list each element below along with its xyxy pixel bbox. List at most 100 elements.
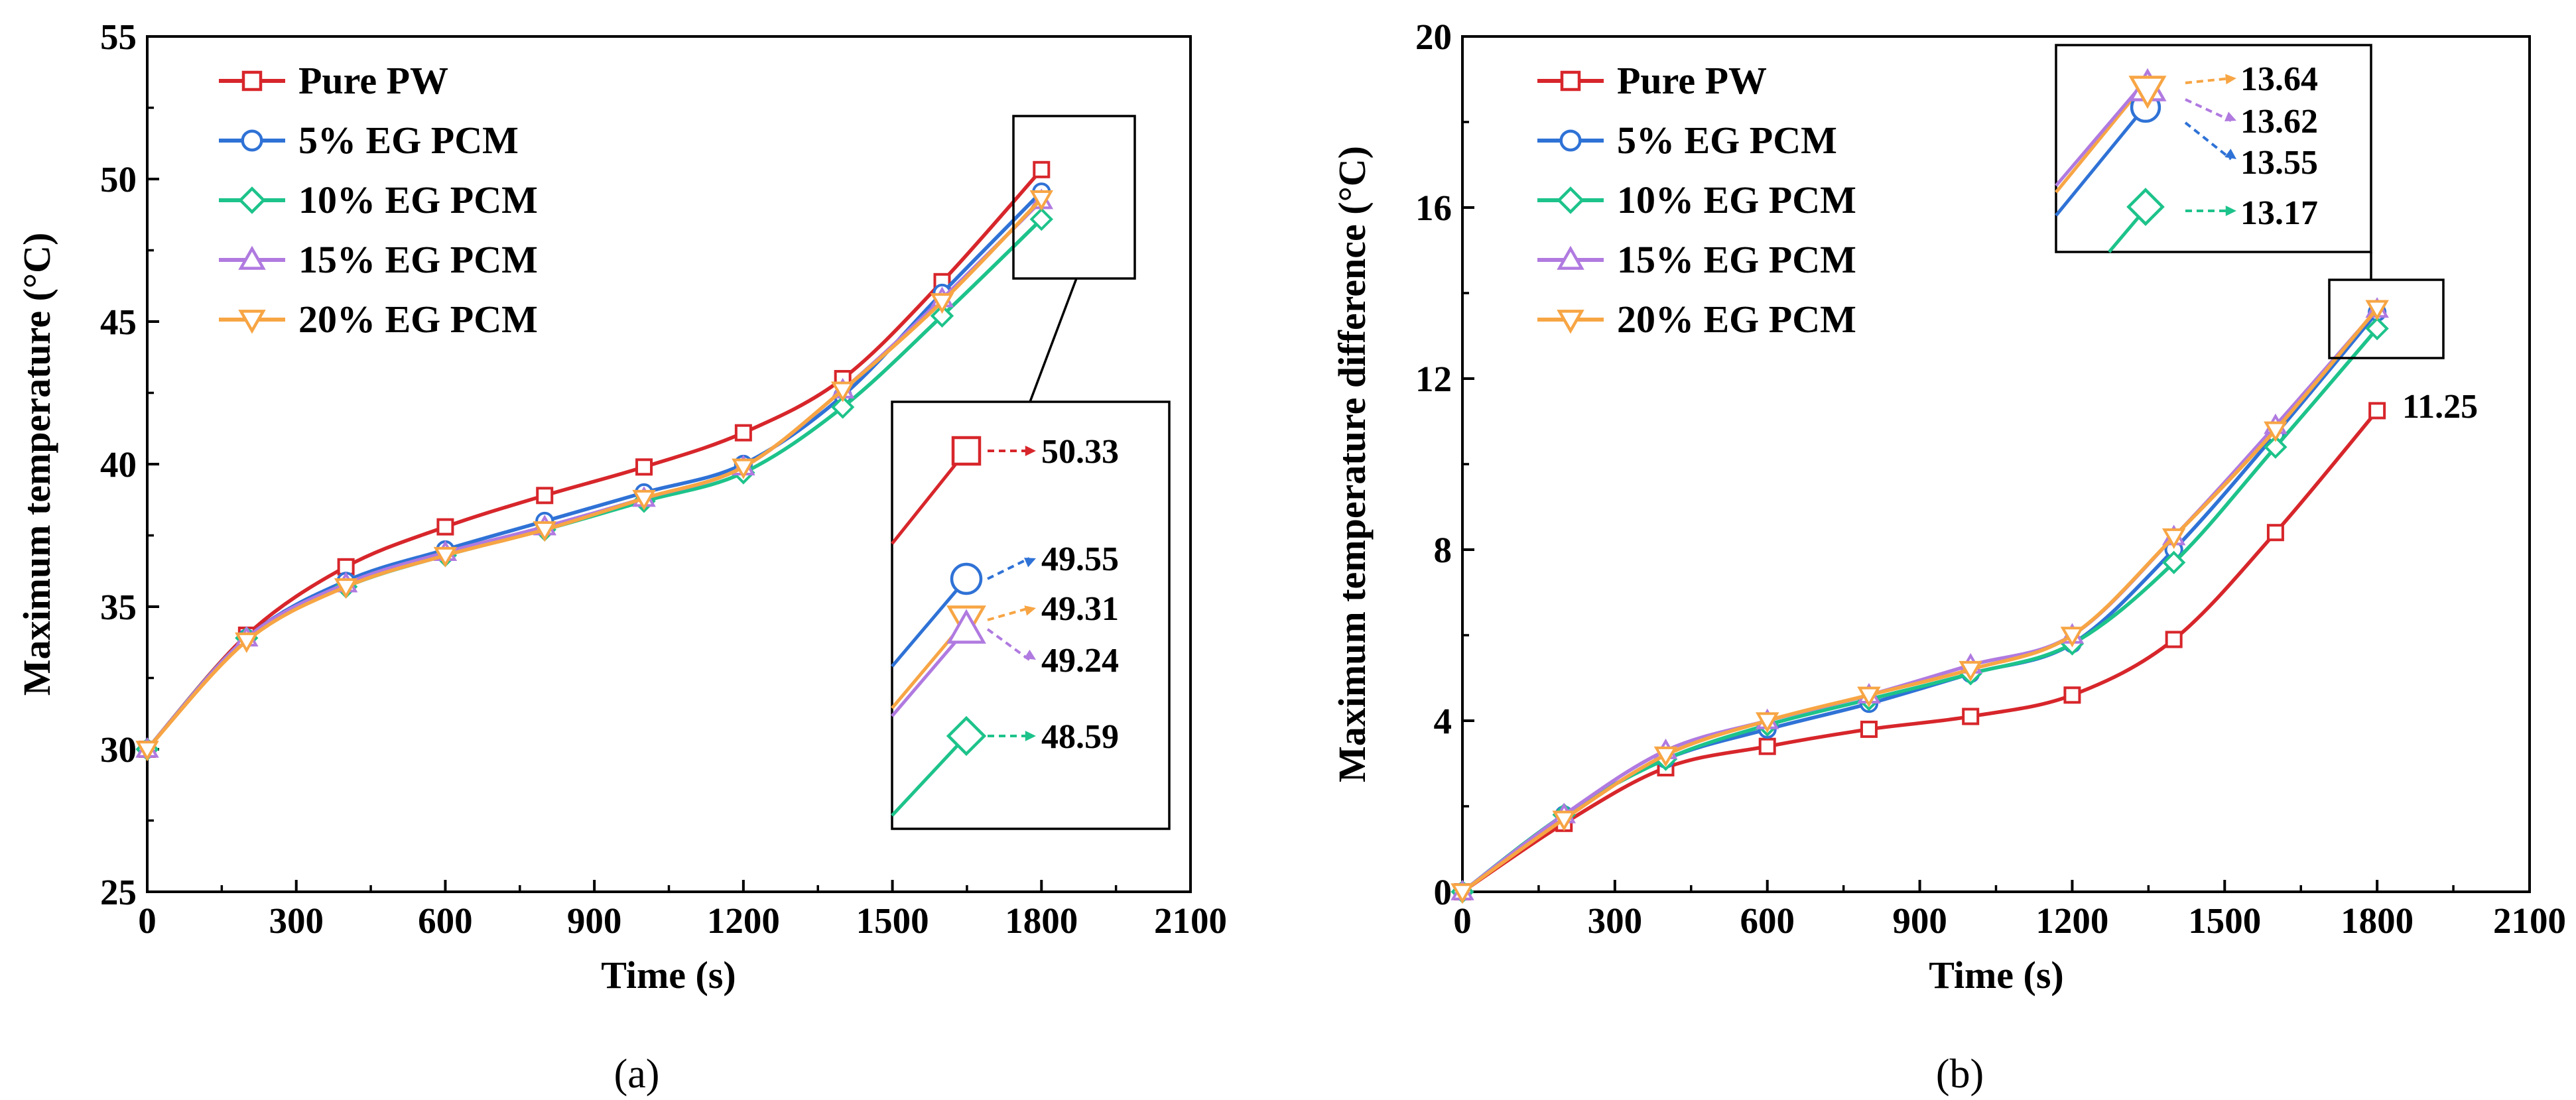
x-tick-label: 1800 — [2341, 900, 2414, 941]
inset-line — [891, 578, 968, 668]
y-axis-title-b: Maximum temperature difference (°C) — [1330, 146, 1374, 782]
y-tick-label: 40 — [100, 444, 137, 485]
x-tick-label: 300 — [269, 900, 324, 941]
legend-label: 15% EG PCM — [1617, 238, 1856, 281]
data-point — [2365, 316, 2389, 341]
legend-label: Pure PW — [298, 59, 448, 102]
x-axis-title-a: Time (s) — [601, 953, 736, 997]
inset-arrow-head — [2225, 74, 2236, 85]
zoom-connector-a — [1029, 278, 1078, 402]
data-point — [2266, 524, 2284, 542]
y-tick-label: 20 — [1415, 17, 1452, 57]
y-tick-label: 25 — [100, 872, 137, 912]
series-line — [145, 197, 1043, 751]
x-tick-label: 0 — [1453, 900, 1472, 941]
inset-marker — [951, 436, 982, 466]
inset-arrow-head — [1024, 605, 1036, 616]
inset-arrow-head — [2224, 149, 2236, 159]
x-tick-label: 2100 — [2493, 900, 2566, 941]
data-point — [1029, 190, 1054, 212]
data-point — [1653, 746, 1678, 767]
data-point — [2264, 421, 2287, 442]
legend-b: Pure PW 5% EG PCM 10% EG PCM 15% EG PCM 20% … — [1537, 59, 1856, 341]
inset-arrow-head — [1024, 649, 1036, 660]
series-line — [1461, 327, 2379, 894]
inset-arrow-head — [1025, 731, 1036, 741]
inset-arrow — [987, 607, 1030, 621]
legend-a: Pure PW 5% EG PCM 10% EG PCM 15% EG PCM 20% … — [219, 59, 538, 341]
data-point — [2365, 300, 2389, 321]
legend-marker — [238, 186, 266, 214]
inset-value-label: 49.55 — [1041, 540, 1119, 578]
y-tick-label: 35 — [100, 587, 137, 627]
data-point — [2161, 550, 2186, 575]
series-10-eg-pcm — [1450, 316, 2389, 904]
panel-b-chart: 0 300 600 900 1200 1500 1800 2100 0 4 8 12 16 20 Pure… — [1330, 17, 2566, 1097]
legend-marker — [1557, 310, 1584, 334]
data-point — [2063, 686, 2081, 704]
inset-line — [891, 735, 968, 817]
data-point — [433, 546, 458, 568]
data-point — [533, 521, 556, 542]
x-tick-label: 1200 — [2035, 900, 2108, 941]
x-axis-title-b: Time (s) — [1929, 953, 2064, 997]
inset-marker — [2126, 188, 2165, 226]
legend-marker — [1557, 186, 1584, 214]
inset-value-label: 48.59 — [1041, 718, 1119, 756]
data-point — [2368, 402, 2386, 420]
inset-value-label: 13.55 — [2240, 144, 2318, 182]
inset-value-label: 49.24 — [1041, 642, 1119, 680]
data-point — [135, 741, 159, 762]
inset-marker — [946, 609, 986, 644]
inset-arrow-head — [1025, 446, 1036, 456]
x-tick-label: 600 — [1740, 900, 1795, 941]
inset-marker — [946, 715, 987, 757]
x-tick-label: 300 — [1588, 900, 1643, 941]
inset-frame-b — [2055, 44, 2372, 253]
data-point — [2060, 627, 2085, 648]
data-point — [1962, 707, 1980, 725]
inset-line — [891, 628, 968, 717]
inset-marker — [2128, 76, 2167, 109]
inset-arrow — [987, 557, 1030, 580]
inset-arrow-head — [2225, 206, 2236, 216]
legend-marker — [1557, 245, 1584, 270]
legend-label: 20% EG PCM — [298, 298, 538, 341]
legend-marker — [1559, 129, 1582, 152]
zoom-box-a — [1012, 115, 1136, 280]
data-point — [635, 458, 653, 476]
data-point — [1033, 160, 1051, 178]
y-tick-label: 0 — [1434, 872, 1452, 912]
inset-arrow — [2185, 98, 2232, 122]
legend-marker — [1560, 70, 1581, 92]
data-point — [536, 487, 554, 505]
y-tick-label: 16 — [1415, 188, 1452, 228]
series-line — [1461, 307, 2379, 894]
legend-label: 5% EG PCM — [1617, 119, 1837, 162]
data-point — [436, 518, 454, 536]
data-point — [1755, 712, 1779, 733]
data-point — [1959, 660, 1982, 682]
legend-marker — [241, 70, 263, 92]
inset-marker — [950, 562, 983, 595]
data-point — [1857, 686, 1881, 707]
legend-label: 5% EG PCM — [298, 119, 519, 162]
data-point — [2165, 631, 2183, 648]
x-tick-label: 2100 — [1154, 900, 1227, 941]
legend-marker — [238, 310, 266, 334]
series-15-eg-pcm — [1450, 297, 2389, 900]
x-tick-label: 1200 — [707, 900, 780, 941]
inset-arrow — [986, 628, 1031, 661]
legend-label: 15% EG PCM — [298, 238, 538, 281]
data-point — [1450, 883, 1474, 904]
data-point — [1029, 207, 1053, 231]
inset-line — [2055, 105, 2147, 217]
inset-line — [2055, 82, 2145, 187]
x-tick-label: 1800 — [1005, 900, 1078, 941]
data-point — [1758, 737, 1776, 755]
inset-arrow — [2185, 77, 2232, 84]
inset-value-label: 13.64 — [2240, 60, 2318, 98]
inset-frame-a — [891, 400, 1171, 830]
